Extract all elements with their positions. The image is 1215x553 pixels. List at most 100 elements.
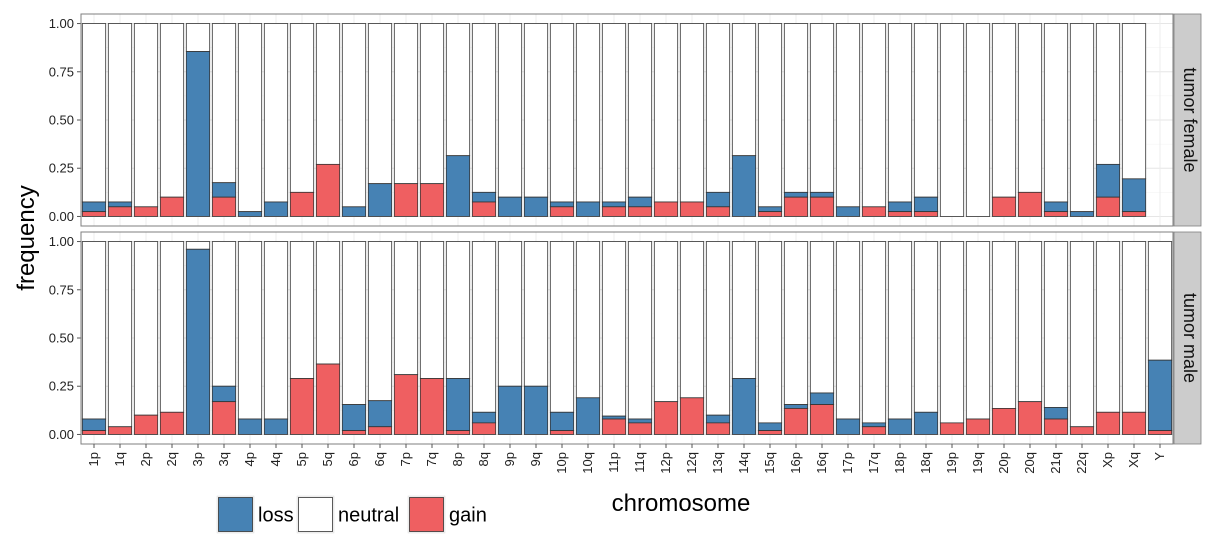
bar-loss-11p [601, 415, 627, 420]
bar-neutral-14q [731, 241, 757, 379]
x-tick-label-Y: Y [1152, 452, 1167, 461]
bar-neutral-13q [705, 23, 731, 193]
bar-gain-Xq [1121, 411, 1147, 435]
bars [81, 23, 1147, 217]
bar-neutral-6p [341, 23, 367, 208]
bar-loss-18q [913, 196, 939, 213]
x-tick-label-21q: 21q [1048, 452, 1063, 474]
bar-neutral-19p [939, 23, 965, 217]
bar-gain-20q [1017, 401, 1043, 435]
panel-1: 0.00 0.25 0.50 0.75 1.00 tumor female [49, 13, 1202, 227]
bar-loss-8p [445, 155, 471, 217]
bar-loss-3q [211, 385, 237, 403]
bar-neutral-10q [575, 241, 601, 399]
facet-strip-label: tumor female [1180, 67, 1200, 172]
bar-neutral-12q [679, 23, 705, 203]
bar-neutral-10p [549, 241, 575, 413]
bar-gain-16p [783, 196, 809, 217]
bar-loss-9q [523, 196, 549, 217]
bar-neutral-5q [315, 241, 341, 365]
bar-loss-15q [757, 422, 783, 432]
bar-loss-6q [367, 183, 393, 217]
bar-neutral-22q [1069, 23, 1095, 213]
bar-loss-11q [627, 418, 653, 424]
facet-strip [1173, 231, 1202, 445]
bar-neutral-11p [601, 23, 627, 203]
bar-neutral-10q [575, 23, 601, 203]
x-tick-label-16q: 16q [814, 452, 829, 474]
bar-neutral-19p [939, 241, 965, 424]
y-tick-label: 1.00 [49, 16, 74, 31]
bar-loss-4p [237, 211, 263, 217]
bar-neutral-20q [1017, 23, 1043, 193]
bar-gain-19p [939, 422, 965, 435]
bar-neutral-Xq [1121, 241, 1147, 413]
bar-gain-12q [679, 397, 705, 435]
bar-loss-16q [809, 191, 835, 198]
y-tick-label: 1.00 [49, 234, 74, 249]
panel-border [80, 231, 1174, 445]
bar-neutral-5p [289, 23, 315, 193]
bar-neutral-1p [81, 241, 107, 420]
bar-gain-15q [757, 430, 783, 435]
x-tick-label-13q: 13q [710, 452, 725, 474]
bar-gain-8p [445, 430, 471, 435]
bar-loss-6p [341, 404, 367, 432]
bar-neutral-11q [627, 241, 653, 420]
bar-gain-5p [289, 378, 315, 435]
bar-loss-11q [627, 196, 653, 208]
bar-loss-17q [861, 422, 887, 428]
x-tick-label-8q: 8q [476, 452, 491, 466]
bar-neutral-2q [159, 23, 185, 198]
bar-neutral-15q [757, 241, 783, 424]
bar-loss-9p [497, 385, 523, 435]
bar-gain-10p [549, 430, 575, 435]
bar-neutral-20q [1017, 241, 1043, 403]
bar-gain-13q [705, 422, 731, 435]
bar-loss-14q [731, 378, 757, 435]
bar-loss-11p [601, 201, 627, 208]
y-tick-label: 0.75 [49, 64, 74, 79]
bar-gain-11q [627, 206, 653, 217]
bar-gain-7q [419, 183, 445, 217]
bar-loss-3p [185, 248, 211, 435]
bar-neutral-17q [861, 241, 887, 424]
bar-neutral-4p [237, 23, 263, 213]
bar-neutral-22q [1069, 241, 1095, 428]
bar-gain-19q [965, 418, 991, 435]
bar-neutral-17q [861, 23, 887, 208]
bar-neutral-16q [809, 241, 835, 394]
bar-loss-3p [185, 51, 211, 217]
y-tick-label: 0.75 [49, 282, 74, 297]
bar-gain-7p [393, 183, 419, 217]
bar-neutral-18p [887, 241, 913, 420]
x-tick-label-3q: 3q [216, 452, 231, 466]
bar-loss-4q [263, 418, 289, 435]
bar-neutral-8p [445, 23, 471, 157]
bar-loss-Y [1147, 359, 1173, 432]
bar-neutral-10p [549, 23, 575, 203]
bar-loss-17p [835, 206, 861, 217]
x-tick-label-6p: 6p [346, 452, 361, 466]
x-tick-label-4p: 4p [242, 452, 257, 466]
bar-neutral-20p [991, 241, 1017, 409]
bar-gain-1p [81, 430, 107, 435]
bar-loss-10p [549, 411, 575, 432]
bar-neutral-4q [263, 23, 289, 203]
bar-neutral-13q [705, 241, 731, 416]
x-tick-label-11q: 11q [632, 452, 647, 473]
x-tick-label-10q: 10q [580, 452, 595, 474]
bar-loss-9p [497, 196, 523, 217]
bar-loss-8q [471, 191, 497, 203]
x-tick-label-19q: 19q [970, 452, 985, 474]
facet-strip-label: tumor male [1180, 293, 1200, 383]
x-tick-label-Xp: Xp [1100, 452, 1115, 468]
y-tick-label: 0.00 [49, 427, 74, 442]
bar-gain-20p [991, 196, 1017, 217]
bar-loss-4p [237, 418, 263, 435]
bar-gain-15q [757, 211, 783, 217]
bar-gain-1q [107, 426, 133, 435]
bar-loss-22q [1069, 211, 1095, 217]
bar-neutral-6p [341, 241, 367, 405]
